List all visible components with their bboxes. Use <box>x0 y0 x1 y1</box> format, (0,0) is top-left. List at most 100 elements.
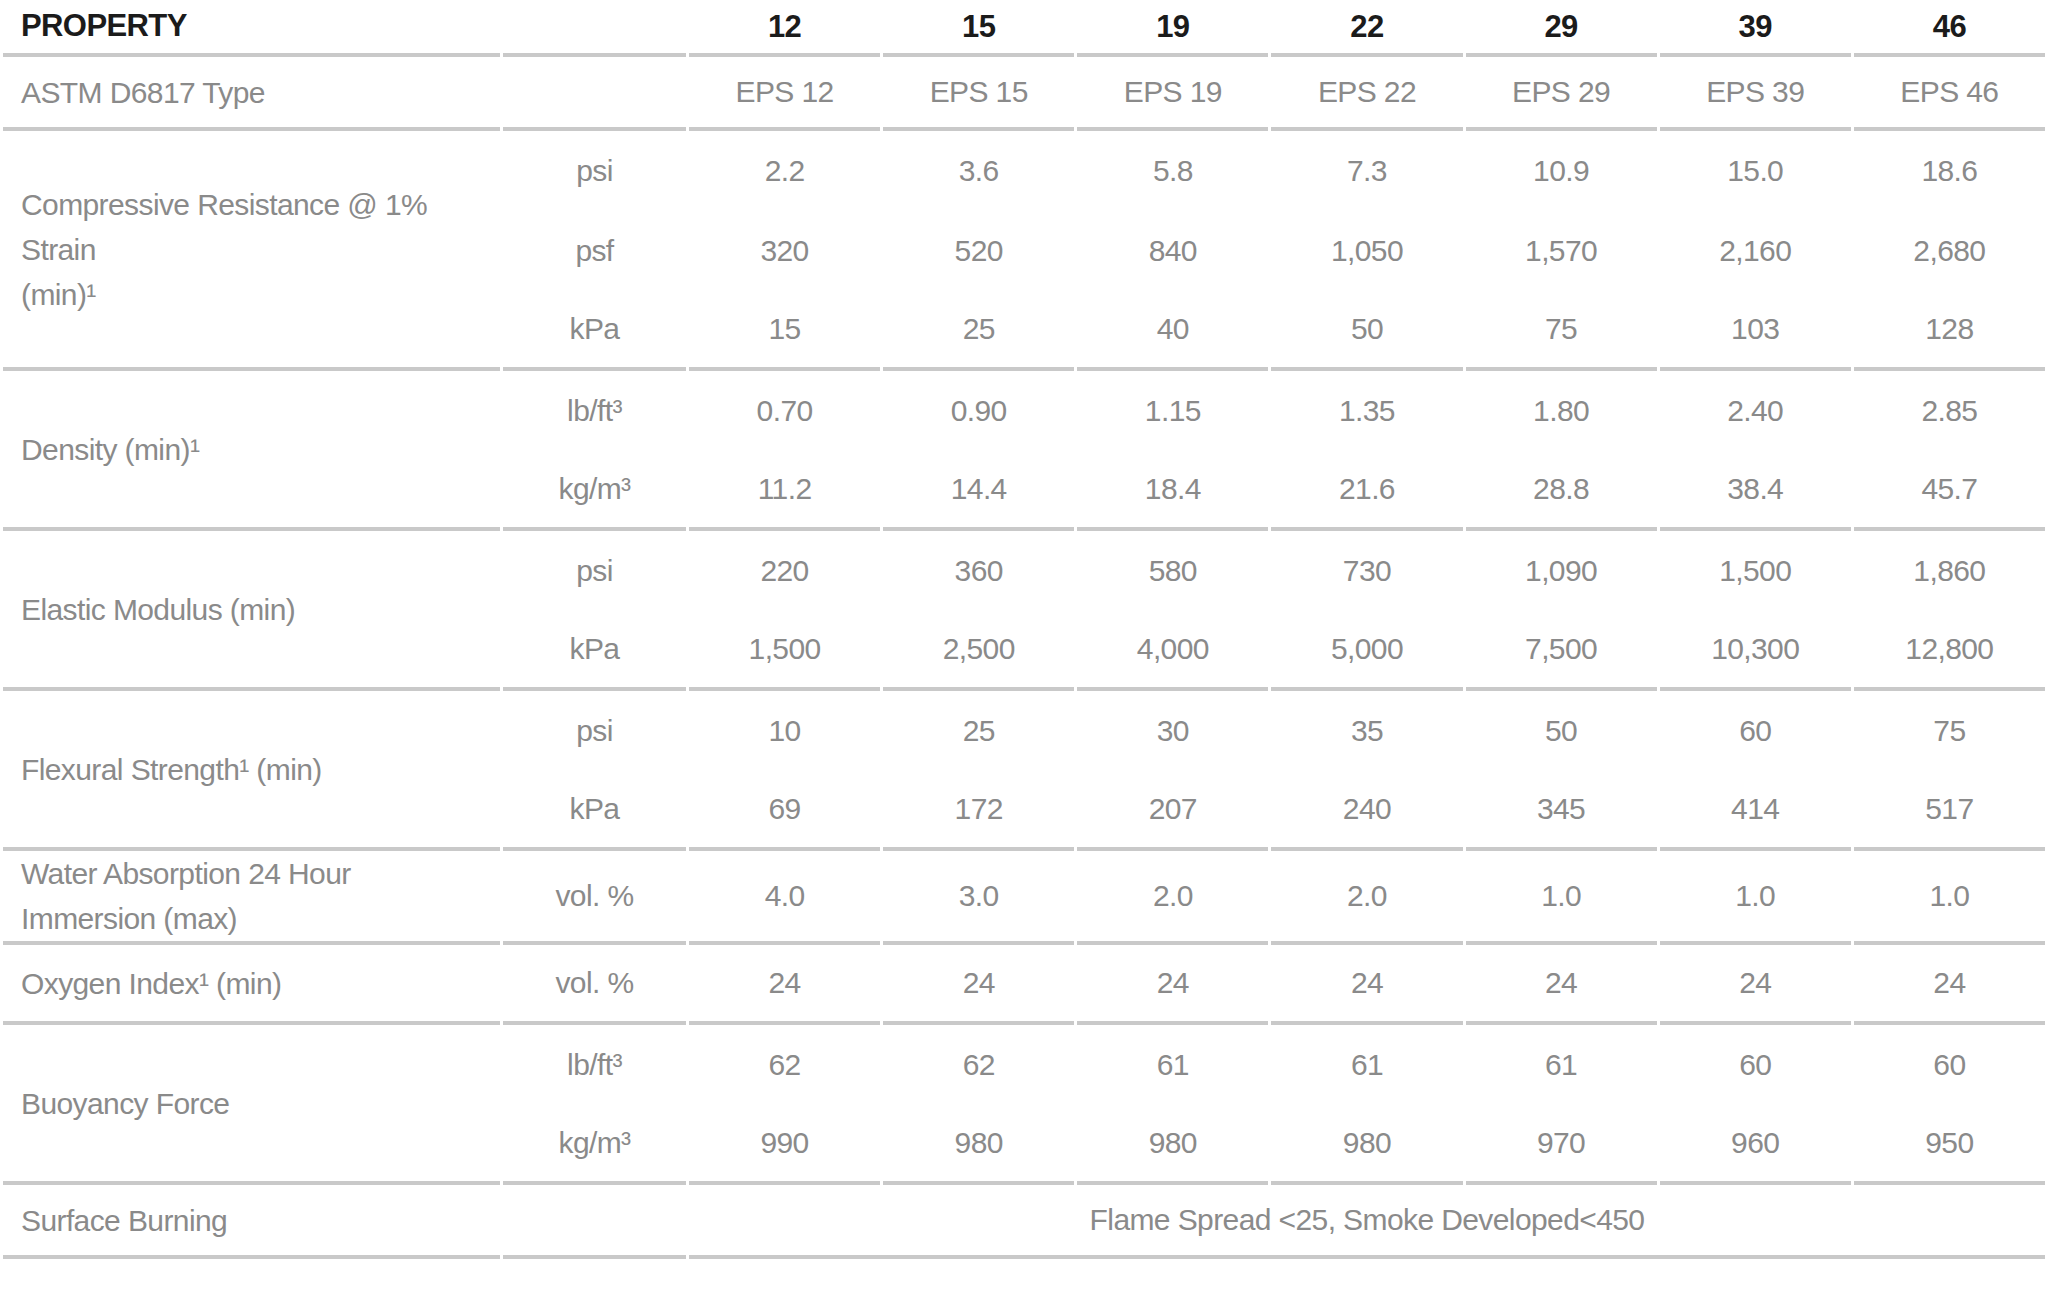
value-cell: 730 <box>1271 531 1462 611</box>
astm-type-row: ASTM D6817 Type EPS 12 EPS 15 EPS 19 EPS… <box>3 57 2045 131</box>
value-cell: 3.0 <box>883 851 1074 945</box>
unit-label: lb/ft³ <box>503 1025 686 1105</box>
value-cell: 62 <box>883 1025 1074 1105</box>
value-cell: 960 <box>1660 1105 1851 1185</box>
elastic-psi-row: Elastic Modulus (min) psi 220 360 580 73… <box>3 531 2045 611</box>
table-header-row: PROPERTY 12 15 19 22 29 39 46 <box>3 0 2045 57</box>
value-cell: 0.90 <box>883 371 1074 451</box>
value-cell: 517 <box>1854 771 2045 851</box>
unit-cell-empty <box>503 1185 686 1259</box>
value-cell: 103 <box>1660 291 1851 371</box>
value-cell: 0.70 <box>689 371 880 451</box>
value-cell: 25 <box>883 291 1074 371</box>
value-cell: 320 <box>689 211 880 291</box>
density-lbft-row: Density (min)¹ lb/ft³ 0.70 0.90 1.15 1.3… <box>3 371 2045 451</box>
surface-burning-value: Flame Spread <25, Smoke Developed<450 <box>689 1185 2045 1259</box>
value-cell: 60 <box>1854 1025 2045 1105</box>
value-cell: 1.15 <box>1077 371 1268 451</box>
value-cell: 980 <box>1271 1105 1462 1185</box>
value-cell: 7,500 <box>1466 611 1657 691</box>
oxygen-index-row: Oxygen Index¹ (min) vol. % 24 24 24 24 2… <box>3 945 2045 1025</box>
value-cell: 5,000 <box>1271 611 1462 691</box>
unit-label: vol. % <box>503 945 686 1025</box>
value-cell: 28.8 <box>1466 451 1657 531</box>
property-astm-type: ASTM D6817 Type <box>3 57 500 131</box>
value-cell: 50 <box>1271 291 1462 371</box>
unit-label: vol. % <box>503 851 686 945</box>
value-cell: 1.0 <box>1660 851 1851 945</box>
value-cell: 25 <box>883 691 1074 771</box>
value-cell: 207 <box>1077 771 1268 851</box>
value-cell: 1,500 <box>1660 531 1851 611</box>
property-oxygen-index: Oxygen Index¹ (min) <box>3 945 500 1025</box>
value-cell: 10.9 <box>1466 131 1657 211</box>
value-cell: EPS 15 <box>883 57 1074 131</box>
value-cell: 10,300 <box>1660 611 1851 691</box>
value-cell: 2.40 <box>1660 371 1851 451</box>
value-cell: 2,160 <box>1660 211 1851 291</box>
value-cell: 1,050 <box>1271 211 1462 291</box>
value-cell: 5.8 <box>1077 131 1268 211</box>
value-cell: 30 <box>1077 691 1268 771</box>
unit-label: kPa <box>503 771 686 851</box>
value-cell: 24 <box>883 945 1074 1025</box>
value-cell: 990 <box>689 1105 880 1185</box>
unit-label: psf <box>503 211 686 291</box>
value-cell: 1,860 <box>1854 531 2045 611</box>
value-cell: 24 <box>1854 945 2045 1025</box>
unit-label: kg/m³ <box>503 1105 686 1185</box>
value-cell: 10 <box>689 691 880 771</box>
value-cell: EPS 39 <box>1660 57 1851 131</box>
flexural-psi-row: Flexural Strength¹ (min) psi 10 25 30 35… <box>3 691 2045 771</box>
value-cell: 50 <box>1466 691 1657 771</box>
column-header-39: 39 <box>1660 0 1851 57</box>
property-header: PROPERTY <box>3 0 500 57</box>
value-cell: 21.6 <box>1271 451 1462 531</box>
column-header-19: 19 <box>1077 0 1268 57</box>
property-surface-burning: Surface Burning <box>3 1185 500 1259</box>
value-cell: 970 <box>1466 1105 1657 1185</box>
property-elastic-modulus: Elastic Modulus (min) <box>3 531 500 691</box>
value-cell: 980 <box>1077 1105 1268 1185</box>
value-cell: 1.0 <box>1466 851 1657 945</box>
column-header-29: 29 <box>1466 0 1657 57</box>
eps-properties-table: PROPERTY 12 15 19 22 29 39 46 ASTM D6817… <box>0 0 2048 1259</box>
value-cell: 62 <box>689 1025 880 1105</box>
column-header-15: 15 <box>883 0 1074 57</box>
value-cell: 35 <box>1271 691 1462 771</box>
value-cell: 24 <box>1271 945 1462 1025</box>
value-cell: 4,000 <box>1077 611 1268 691</box>
value-cell: 40 <box>1077 291 1268 371</box>
unit-cell-empty <box>503 57 686 131</box>
water-absorption-row: Water Absorption 24 Hour Immersion (max)… <box>3 851 2045 945</box>
value-cell: 840 <box>1077 211 1268 291</box>
unit-label: kPa <box>503 611 686 691</box>
value-cell: 12,800 <box>1854 611 2045 691</box>
value-cell: 7.3 <box>1271 131 1462 211</box>
value-cell: EPS 46 <box>1854 57 2045 131</box>
value-cell: EPS 12 <box>689 57 880 131</box>
value-cell: 61 <box>1077 1025 1268 1105</box>
value-cell: 18.4 <box>1077 451 1268 531</box>
value-cell: 414 <box>1660 771 1851 851</box>
buoyancy-lbft-row: Buoyancy Force lb/ft³ 62 62 61 61 61 60 … <box>3 1025 2045 1105</box>
value-cell: 2,680 <box>1854 211 2045 291</box>
value-cell: 61 <box>1271 1025 1462 1105</box>
value-cell: 1,090 <box>1466 531 1657 611</box>
unit-label: lb/ft³ <box>503 371 686 451</box>
property-density: Density (min)¹ <box>3 371 500 531</box>
unit-label: psi <box>503 131 686 211</box>
value-cell: EPS 22 <box>1271 57 1462 131</box>
value-cell: 15.0 <box>1660 131 1851 211</box>
value-cell: 24 <box>689 945 880 1025</box>
value-cell: 360 <box>883 531 1074 611</box>
value-cell: 60 <box>1660 691 1851 771</box>
property-buoyancy-force: Buoyancy Force <box>3 1025 500 1185</box>
column-header-46: 46 <box>1854 0 2045 57</box>
value-cell: EPS 19 <box>1077 57 1268 131</box>
unit-header-empty <box>503 0 686 57</box>
value-cell: EPS 29 <box>1466 57 1657 131</box>
surface-burning-row: Surface Burning Flame Spread <25, Smoke … <box>3 1185 2045 1259</box>
value-cell: 3.6 <box>883 131 1074 211</box>
value-cell: 2.2 <box>689 131 880 211</box>
